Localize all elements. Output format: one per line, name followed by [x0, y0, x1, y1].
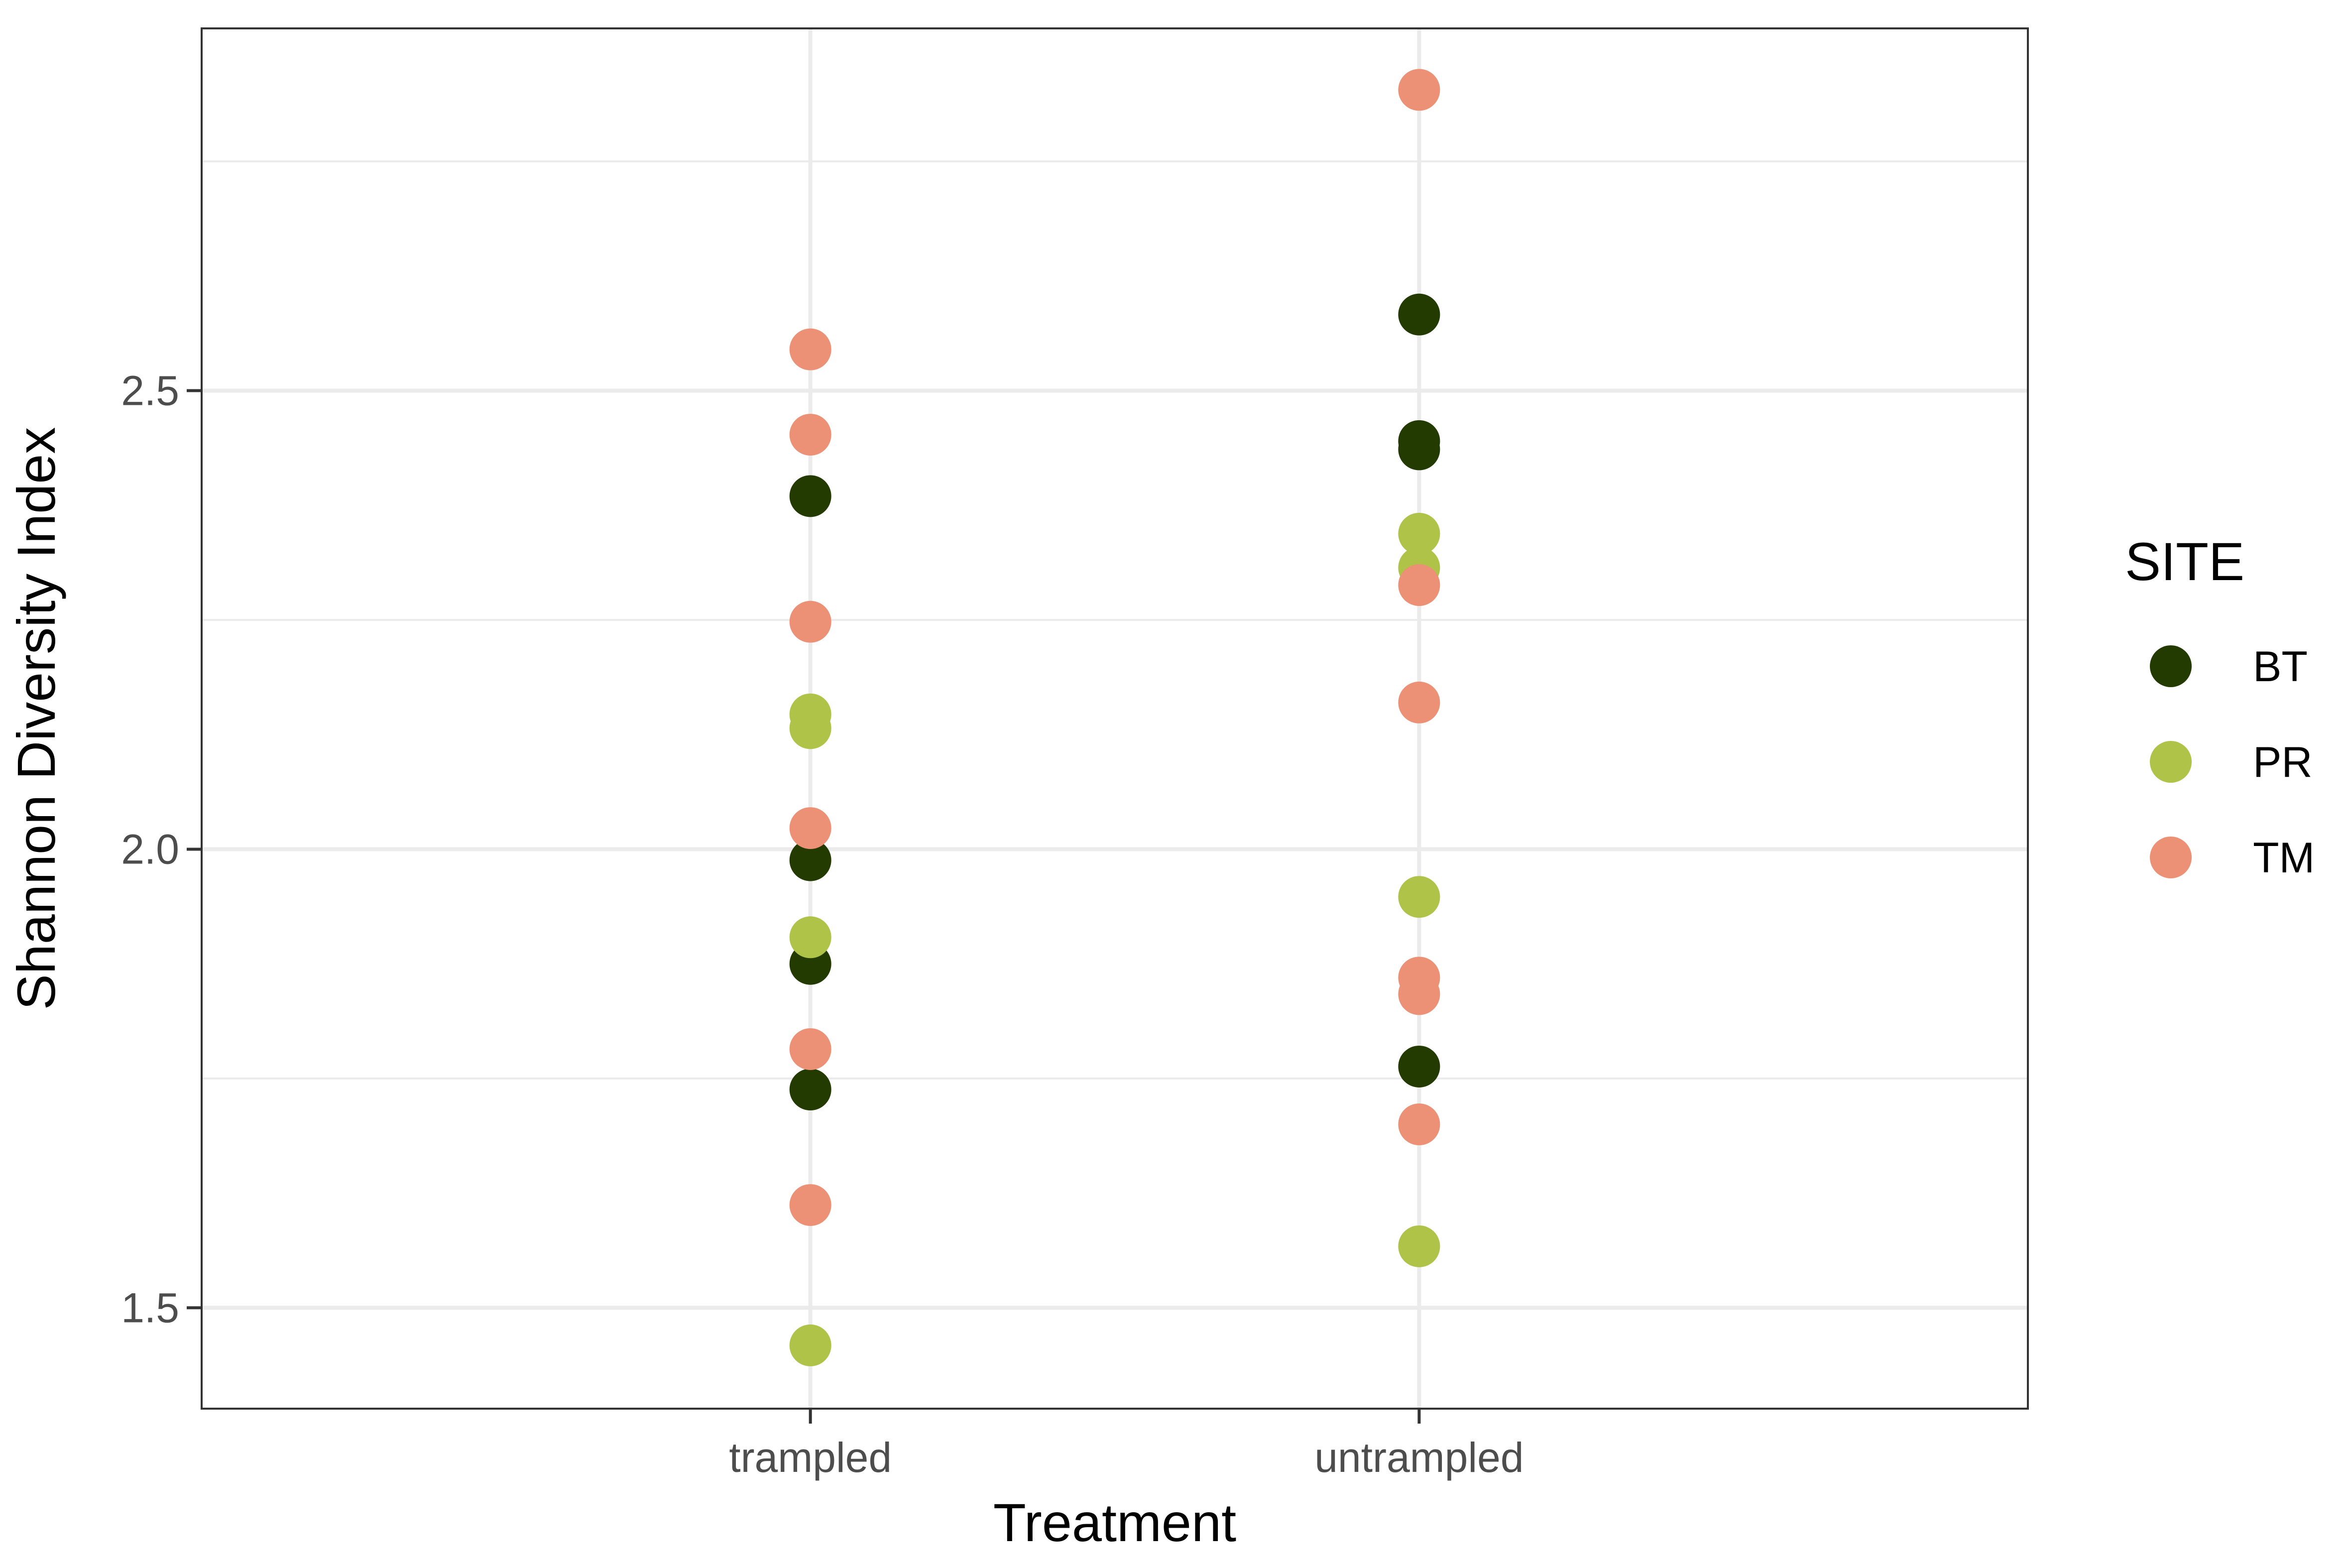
data-point-bt: [1398, 293, 1440, 336]
plot-panel-border: [201, 27, 2029, 1410]
data-point-pr: [1398, 876, 1440, 918]
legend-label-pr: PR: [2253, 738, 2312, 786]
data-point-tm: [789, 1184, 831, 1226]
data-point-pr: [1398, 1225, 1440, 1267]
data-point-bt: [789, 475, 831, 517]
data-point-tm: [789, 807, 831, 849]
data-points: [789, 69, 1440, 1366]
x-tick-label: untrampled: [1314, 1434, 1524, 1481]
y-tick-label: 1.5: [121, 1284, 179, 1331]
data-point-tm: [1398, 681, 1440, 724]
data-point-bt: [789, 839, 831, 881]
x-tick-label: trampled: [729, 1434, 892, 1481]
x-axis: trampled untrampled: [729, 1409, 1524, 1481]
data-point-tm: [1398, 1103, 1440, 1146]
legend-key-tm: [2150, 837, 2192, 878]
legend-title: SITE: [2125, 531, 2244, 592]
data-point-tm: [789, 1028, 831, 1070]
grid-lines: [202, 28, 2028, 1409]
data-point-pr: [1398, 512, 1440, 555]
data-point-tm: [789, 328, 831, 370]
y-tick-label: 2.0: [121, 826, 179, 872]
y-axis-title: Shannon Diversity Index: [6, 427, 66, 1010]
data-point-pr: [789, 707, 831, 749]
data-point-bt: [789, 1069, 831, 1111]
y-axis: 1.5 2.0 2.5: [121, 367, 202, 1331]
data-point-tm: [789, 413, 831, 456]
plot-panel-background: [202, 28, 2028, 1409]
data-point-pr: [789, 916, 831, 959]
legend-label-tm: TM: [2253, 834, 2315, 882]
data-point-bt: [1398, 1045, 1440, 1087]
data-point-tm: [789, 601, 831, 643]
y-tick-label: 2.5: [121, 367, 179, 414]
legend-label-bt: BT: [2253, 643, 2308, 691]
data-point-tm: [1398, 564, 1440, 606]
legend: SITE BT PR TM: [2125, 531, 2315, 882]
data-point-tm: [1398, 69, 1440, 111]
legend-key-pr: [2150, 741, 2192, 783]
legend-key-bt: [2150, 645, 2192, 687]
x-axis-title: Treatment: [993, 1492, 1236, 1553]
data-point-tm: [1398, 973, 1440, 1015]
data-point-bt: [1398, 428, 1440, 471]
data-point-pr: [789, 1324, 831, 1366]
